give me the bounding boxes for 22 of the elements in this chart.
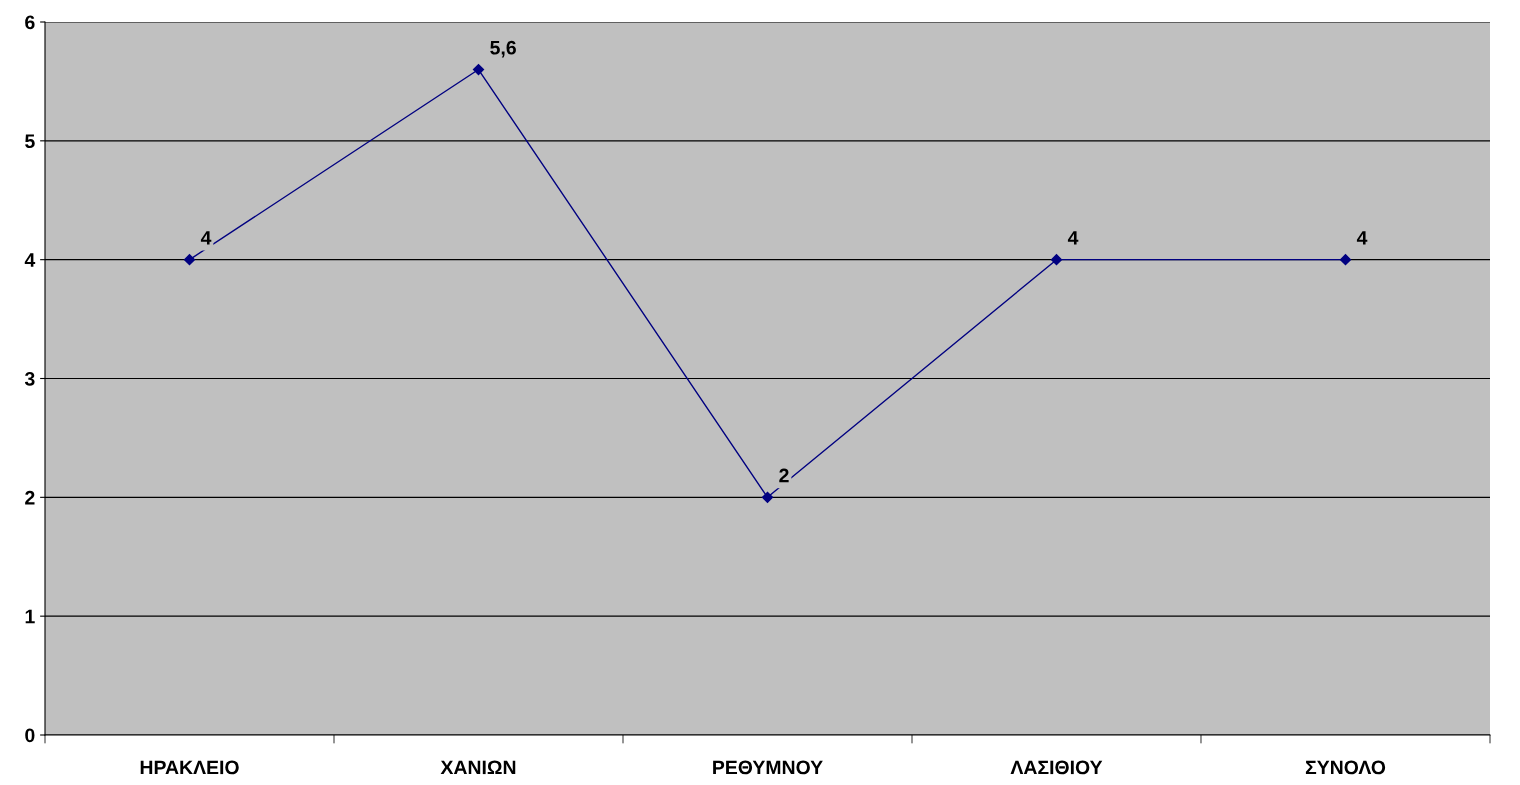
x-tick-label: ΡΕΘΥΜΝΟΥ xyxy=(713,760,823,775)
y-tick-label: 1 xyxy=(25,609,35,624)
y-tick-label: 2 xyxy=(25,490,35,505)
data-label: 2 xyxy=(779,468,789,483)
y-tick-label: 0 xyxy=(25,728,35,743)
x-tick-label: ΧΑΝΙΩΝ xyxy=(440,760,516,775)
point xyxy=(1050,254,1063,266)
y-tick-label: 3 xyxy=(24,371,35,386)
x-tick-label: ΛΑΣΙΘΙΟΥ xyxy=(1010,760,1103,775)
data-label: 4 xyxy=(1356,231,1368,245)
data-label: 5,6 xyxy=(490,40,516,58)
point xyxy=(761,491,774,503)
x-tick-label: ΣΥΝΟΛΟ xyxy=(1305,760,1386,775)
y-tick-label: 6 xyxy=(25,15,35,30)
data-label: 4 xyxy=(1067,231,1079,245)
x-tick-label: ΗΡΑΚΛΕΙΟ xyxy=(140,760,239,775)
y-tick-label: 5 xyxy=(25,134,35,149)
point xyxy=(183,254,196,266)
point xyxy=(472,63,485,76)
y-tick-label: 4 xyxy=(24,253,36,267)
data-label: 4 xyxy=(200,231,212,245)
point xyxy=(1339,254,1352,266)
